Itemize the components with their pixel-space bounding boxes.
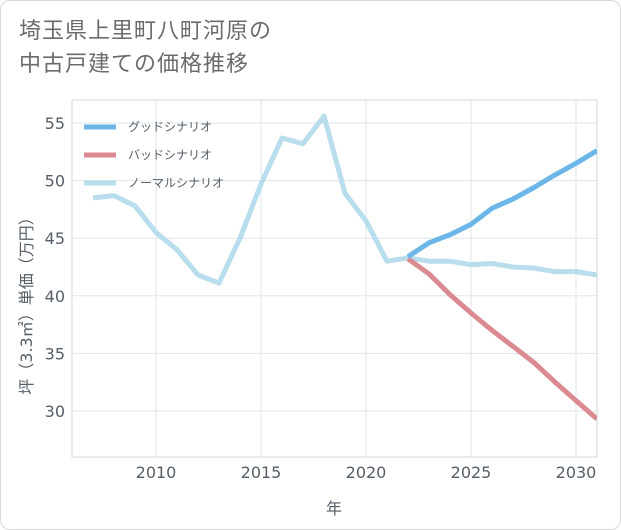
x-tick-label-2020: 2020 (346, 463, 387, 482)
y-tick-label-40: 40 (45, 287, 65, 306)
y-tick-label-50: 50 (45, 172, 65, 191)
chart-title-line-1: 埼玉県上里町八町河原の (19, 19, 273, 44)
tick-labels: 2010 2015 2020 2025 2030 30 35 40 45 50 55 (45, 114, 597, 482)
x-tick-label-2010: 2010 (136, 463, 177, 482)
legend-label-good: グッドシナリオ (128, 120, 212, 134)
series-line-normal (92, 113, 597, 286)
legend-label-normal: ノーマルシナリオ (128, 176, 224, 190)
plot-frame (71, 99, 598, 458)
y-tick-label-45: 45 (45, 229, 65, 248)
y-axis-label: 坪（3.3㎡）単価（万円） (17, 209, 36, 394)
series-line-bad (406, 256, 597, 421)
x-tick-label-2030: 2030 (556, 463, 597, 482)
series-line-good (406, 148, 597, 259)
x-tick-label-2015: 2015 (241, 463, 282, 482)
legend-label-bad: バッドシナリオ (128, 148, 212, 162)
y-tick-label-35: 35 (45, 344, 65, 363)
x-axis-label: 年 (326, 499, 342, 518)
y-tick-label-55: 55 (45, 114, 65, 133)
series-lines (92, 113, 597, 421)
y-tick-label-30: 30 (45, 402, 65, 421)
x-tick-label-2025: 2025 (451, 463, 492, 482)
grid (72, 100, 597, 457)
chart-title: 埼玉県上里町八町河原の 中古戸建ての価格推移 (19, 15, 272, 81)
chart-title-line-2: 中古戸建ての価格推移 (19, 52, 250, 77)
